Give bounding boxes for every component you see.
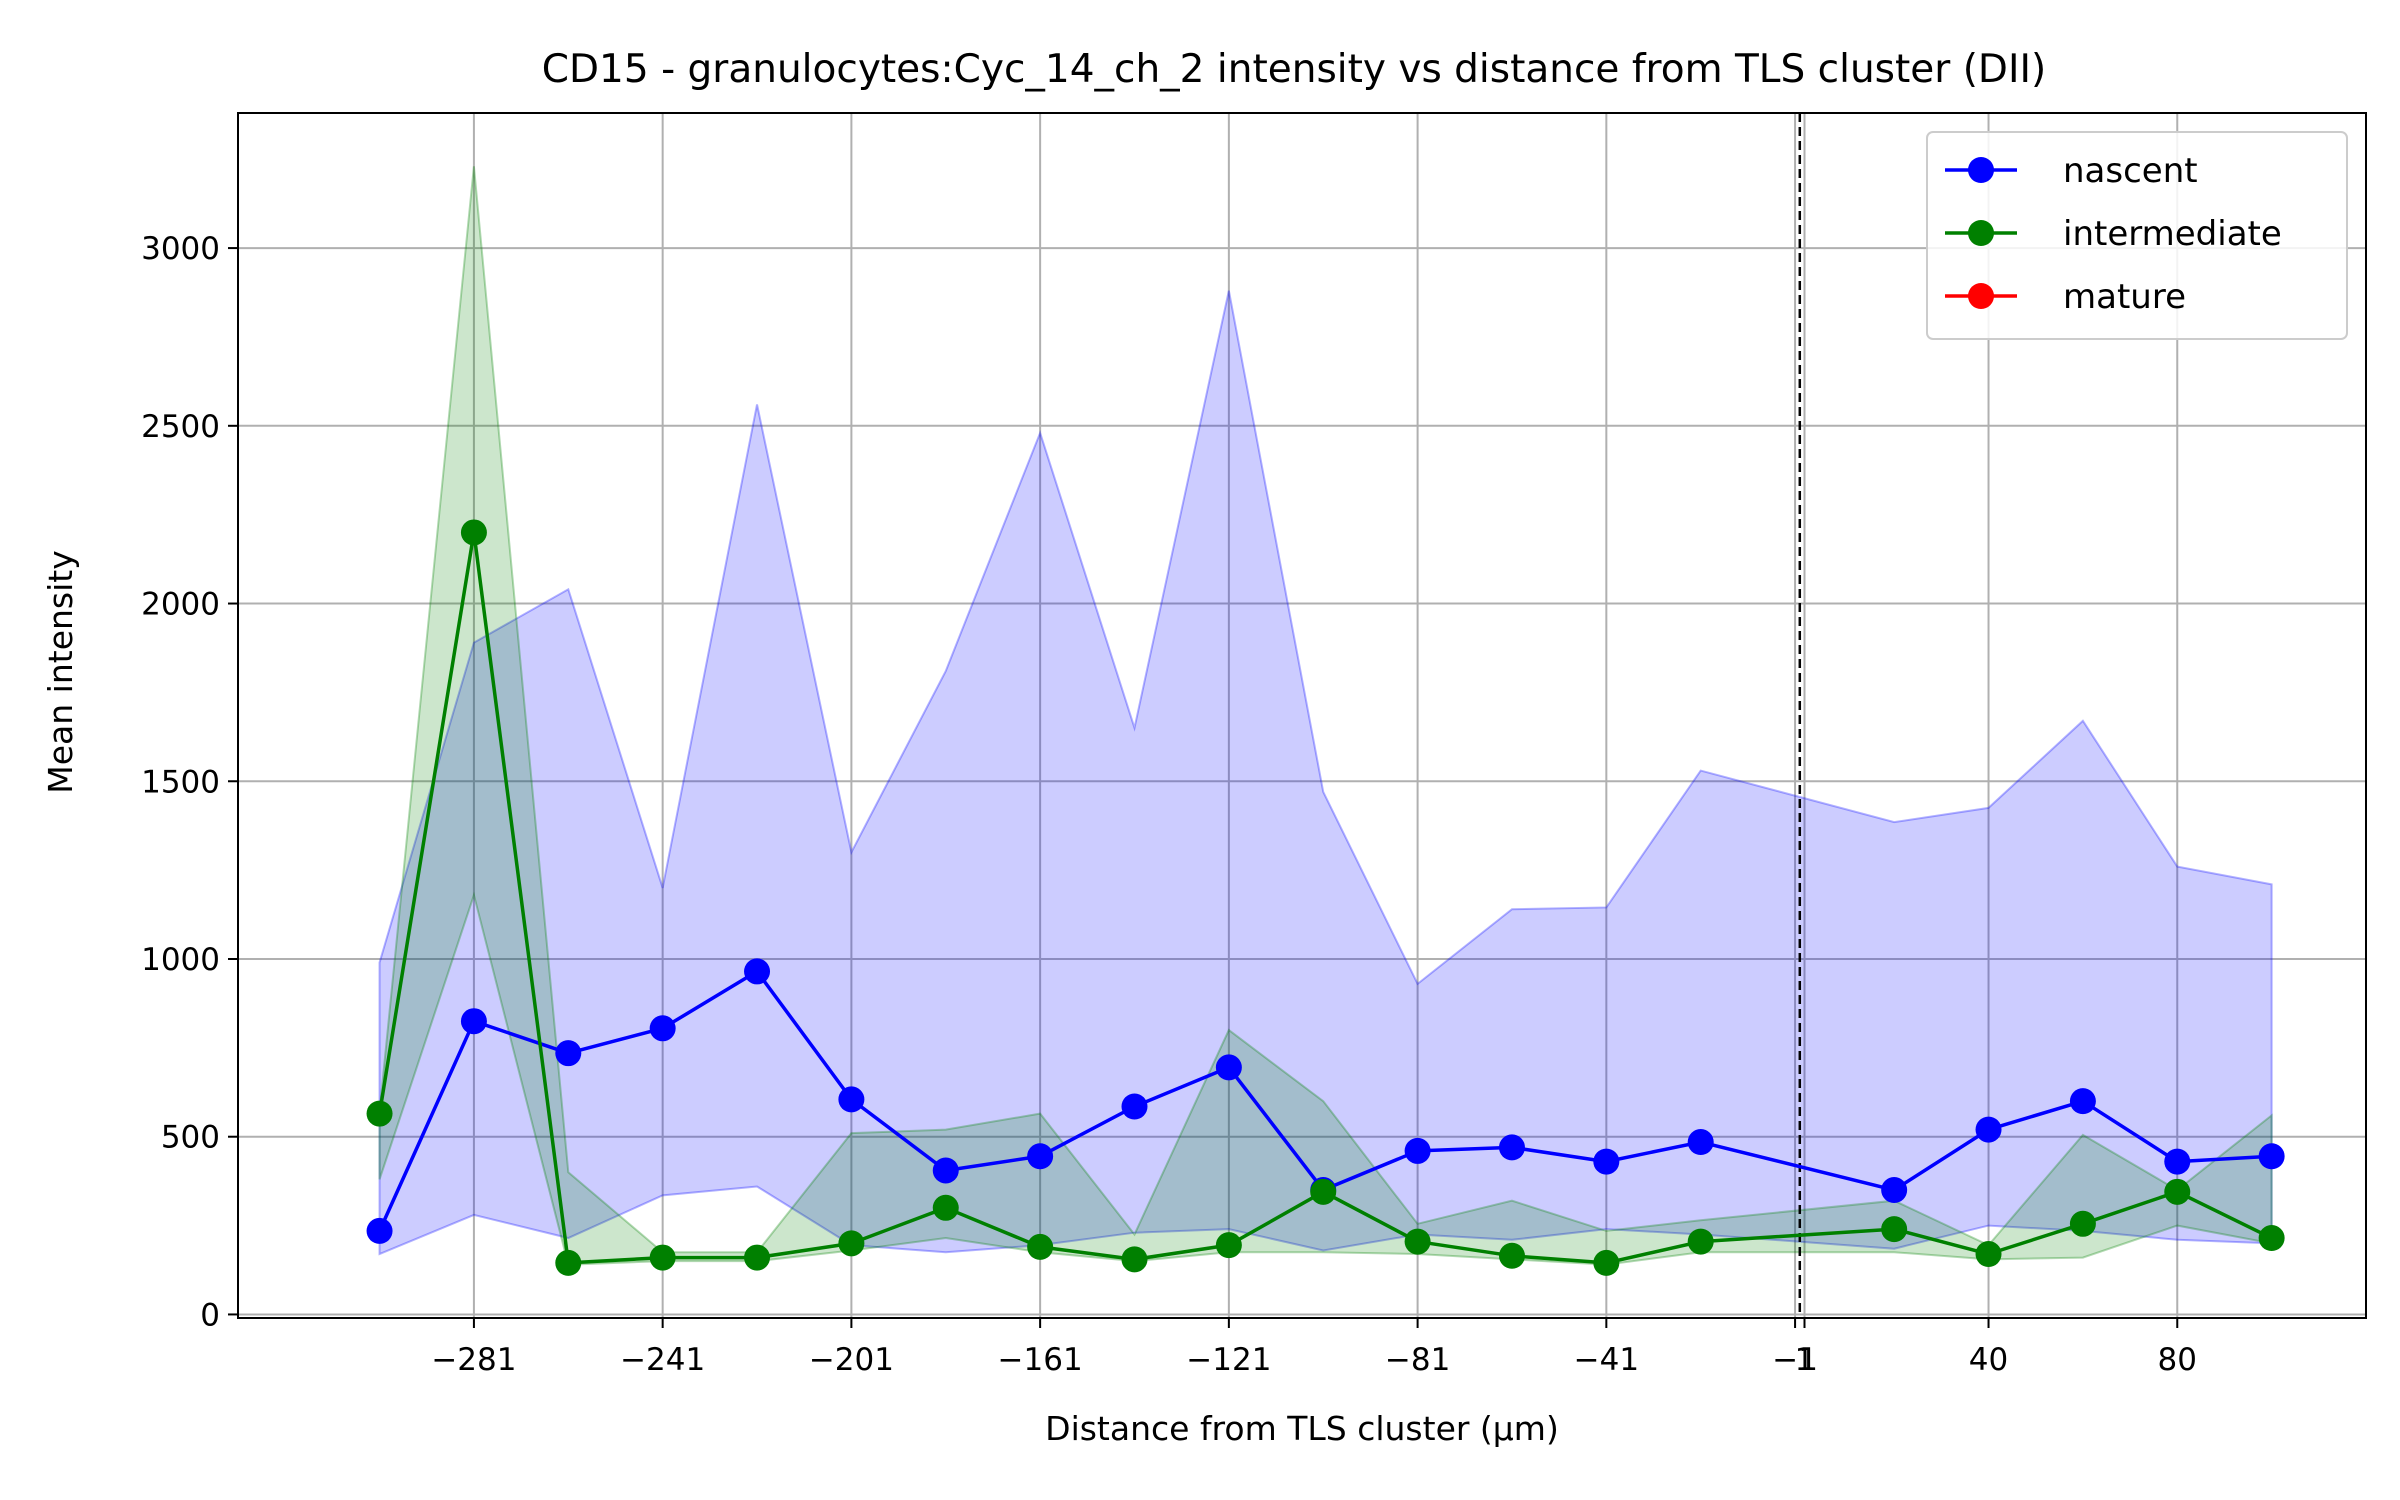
point-intermediate: [838, 1230, 865, 1257]
point-intermediate: [1593, 1249, 1620, 1276]
point-nascent: [1121, 1093, 1148, 1120]
legend-label-mature: mature: [2063, 277, 2186, 317]
point-nascent: [1593, 1148, 1620, 1175]
legend-label-nascent: nascent: [2063, 151, 2198, 191]
point-nascent: [555, 1040, 582, 1067]
point-nascent: [649, 1015, 676, 1042]
y-tick-label: 1000: [141, 942, 220, 978]
legend-box: [1926, 131, 2348, 340]
x-tick-label: 1: [1795, 1342, 1815, 1378]
x-tick-label: −1: [1772, 1342, 1818, 1378]
legend-marker-nascent: [1968, 157, 1994, 183]
legend: nascent intermediate mature: [1926, 131, 2348, 340]
point-nascent: [1404, 1137, 1431, 1164]
y-tick-label: 2000: [141, 587, 220, 623]
point-intermediate: [366, 1100, 393, 1127]
x-tick-label: 40: [1969, 1342, 2008, 1378]
point-nascent: [1215, 1054, 1242, 1081]
legend-marker-mature: [1968, 283, 1994, 309]
point-nascent: [460, 1008, 487, 1035]
point-nascent: [838, 1086, 865, 1113]
point-nascent: [1027, 1143, 1054, 1170]
point-nascent: [2069, 1088, 2096, 1115]
point-intermediate: [744, 1244, 771, 1271]
point-intermediate: [1027, 1233, 1054, 1260]
point-intermediate: [1215, 1232, 1242, 1259]
series-line-intermediate: [377, 530, 2273, 1265]
point-intermediate: [2164, 1178, 2191, 1205]
point-intermediate: [555, 1249, 582, 1276]
x-tick-label: 80: [2158, 1342, 2197, 1378]
y-tick-label: 3000: [141, 231, 220, 267]
y-tick-label: 1500: [141, 764, 220, 800]
y-tick-label: 0: [200, 1297, 220, 1333]
x-tick-label: −161: [998, 1342, 1083, 1378]
point-nascent: [1881, 1177, 1908, 1204]
x-tick-label: −201: [809, 1342, 894, 1378]
point-intermediate: [649, 1244, 676, 1271]
chart-title: CD15 - granulocytes:Cyc_14_ch_2 intensit…: [542, 47, 2046, 92]
x-tick-label: −281: [431, 1342, 516, 1378]
legend-label-intermediate: intermediate: [2063, 214, 2282, 254]
plot-frame: [237, 112, 2367, 1319]
point-nascent: [1975, 1116, 2002, 1143]
point-intermediate: [460, 519, 487, 546]
point-intermediate: [1687, 1228, 1714, 1255]
y-tick-label: 2500: [141, 409, 220, 445]
axis-ticks: −281 −241 −201 −161 −121 −81 −41 −11 40 80 0 500 100…: [141, 231, 2197, 1378]
point-intermediate: [932, 1194, 959, 1221]
point-intermediate: [1975, 1241, 2002, 1268]
x-axis-label: Distance from TLS cluster (µm): [1045, 1409, 1559, 1448]
series-line-nascent: [377, 969, 2272, 1232]
point-intermediate: [1404, 1228, 1431, 1255]
grid: [238, 113, 2366, 1318]
point-intermediate: [1881, 1216, 1908, 1243]
legend-marker-intermediate: [1968, 220, 1994, 246]
point-nascent: [2164, 1148, 2191, 1175]
point-nascent: [366, 1217, 393, 1244]
x-tick-label: −41: [1574, 1342, 1639, 1378]
point-nascent: [744, 958, 771, 985]
point-intermediate: [1310, 1178, 1337, 1205]
point-nascent: [1498, 1134, 1525, 1161]
series-lines: [377, 530, 2273, 1265]
point-intermediate: [2258, 1225, 2285, 1252]
point-nascent: [932, 1157, 959, 1184]
y-axis-label: Mean intensity: [41, 550, 80, 793]
series-markers: [366, 519, 2285, 1276]
point-intermediate: [1498, 1242, 1525, 1269]
x-tick-label: −121: [1186, 1342, 1271, 1378]
point-nascent: [2258, 1143, 2285, 1170]
y-tick-label: 500: [161, 1120, 220, 1156]
point-nascent: [1687, 1129, 1714, 1156]
point-intermediate: [2069, 1210, 2096, 1237]
x-tick-label: −81: [1385, 1342, 1450, 1378]
x-tick-label: −241: [620, 1342, 705, 1378]
point-intermediate: [1121, 1246, 1148, 1273]
